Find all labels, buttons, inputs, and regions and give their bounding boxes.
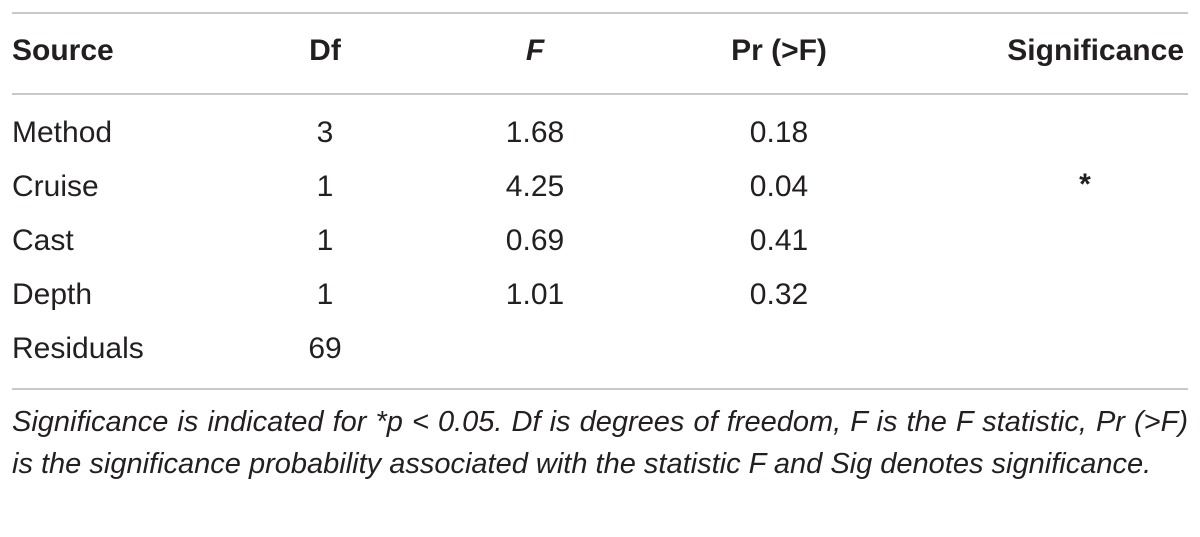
row-f: 1.68 <box>505 116 565 149</box>
row-source: Cast <box>12 224 74 257</box>
row-pr: 0.41 <box>749 224 809 257</box>
row-source: Cruise <box>12 170 99 203</box>
header-pr: Pr (>F) <box>731 34 827 67</box>
table-bottom-rule <box>12 388 1188 390</box>
row-source: Residuals <box>12 332 144 365</box>
row-df: 69 <box>308 332 342 365</box>
header-source: Source <box>12 34 114 67</box>
row-df: 1 <box>316 224 334 257</box>
row-source: Depth <box>12 278 93 311</box>
table-top-rule <box>12 12 1188 14</box>
row-pr: 0.04 <box>749 170 809 203</box>
row-source: Method <box>12 116 113 149</box>
row-pr: 0.32 <box>749 278 809 311</box>
header-significance: Significance <box>1007 34 1184 67</box>
row-pr: 0.18 <box>749 116 809 149</box>
table-footnote: Significance is indicated for *p < 0.05.… <box>12 406 1188 480</box>
row-f: 1.01 <box>505 278 565 311</box>
row-f: 0.69 <box>505 224 565 257</box>
row-df: 3 <box>316 116 334 149</box>
row-df: 1 <box>316 170 334 203</box>
row-sig: * <box>1079 168 1091 201</box>
header-rule <box>12 93 1188 95</box>
header-f: F <box>525 34 545 67</box>
row-df: 1 <box>316 278 334 311</box>
row-f: 4.25 <box>505 170 565 203</box>
header-df: Df <box>309 34 341 67</box>
